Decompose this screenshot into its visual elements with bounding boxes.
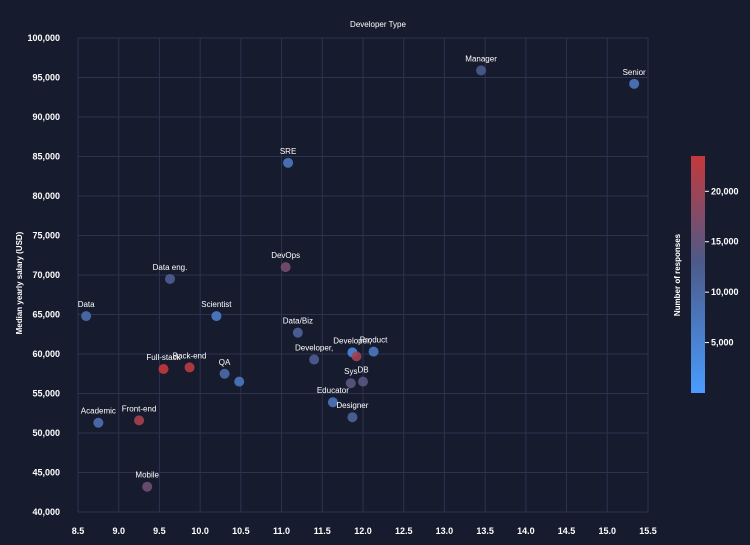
colorbar-tick-label: 15,000 bbox=[711, 237, 739, 247]
y-axis-label: Median yearly salary (USD) bbox=[15, 231, 24, 334]
y-tick-label: 100,000 bbox=[27, 33, 60, 43]
point-label: Product bbox=[360, 336, 388, 345]
x-tick-label: 13.5 bbox=[476, 526, 494, 536]
scatter-point bbox=[327, 397, 338, 408]
scatter-point bbox=[280, 262, 291, 273]
scatter-point bbox=[184, 362, 195, 373]
x-tick-label: 11.5 bbox=[314, 526, 331, 536]
x-tick-label: 8.5 bbox=[72, 526, 85, 536]
scatter-point bbox=[629, 78, 640, 89]
colorbar-gradient bbox=[691, 156, 705, 393]
scatter-point bbox=[134, 415, 145, 426]
x-tick-label: 9.5 bbox=[153, 526, 166, 536]
point-label: Educator bbox=[317, 386, 349, 395]
scatter-point bbox=[368, 346, 379, 357]
x-axis-ticks: 8.5 9.0 9.5 10.0 10.5 11.0 11.5 12.0 12.5 13.0 13.… bbox=[72, 526, 657, 536]
point-label: QA bbox=[219, 358, 231, 367]
point-label: Developer, bbox=[333, 336, 371, 345]
point-label: SRE bbox=[280, 147, 296, 156]
x-tick-label: 15.5 bbox=[639, 526, 657, 536]
x-tick-label: 14.0 bbox=[517, 526, 535, 536]
point-label: DB bbox=[357, 366, 368, 375]
x-tick-label: 12.0 bbox=[354, 526, 372, 536]
scatter-point bbox=[165, 273, 176, 284]
x-tick-label: 10.5 bbox=[232, 526, 250, 536]
point-label: Data eng. bbox=[153, 263, 188, 272]
scatter-point bbox=[309, 354, 320, 365]
scatter-point bbox=[211, 311, 222, 322]
x-tick-label: 10.0 bbox=[191, 526, 209, 536]
chart-title: Developer Type bbox=[350, 20, 406, 29]
scatter-point bbox=[219, 368, 230, 379]
y-tick-label: 60,000 bbox=[32, 349, 60, 359]
scatter-point bbox=[234, 376, 245, 387]
scatter-point bbox=[351, 351, 362, 362]
point-label: Back-end bbox=[173, 351, 207, 360]
grid bbox=[77, 37, 649, 513]
y-axis-ticks: 40,000 45,000 50,000 55,000 60,000 65,000 70,0… bbox=[27, 33, 60, 517]
point-label: Academic bbox=[81, 407, 116, 416]
colorbar-tick-label: 20,000 bbox=[711, 186, 739, 196]
scatter-point bbox=[158, 364, 169, 375]
y-tick-label: 75,000 bbox=[32, 231, 60, 241]
scatter-point bbox=[81, 311, 92, 322]
x-tick-label: 11.0 bbox=[273, 526, 290, 536]
point-labels: Data Academic Front-end Mobile Full-stackBac… bbox=[78, 54, 646, 479]
y-tick-label: 85,000 bbox=[32, 152, 60, 162]
point-label: Manager bbox=[465, 54, 497, 63]
y-tick-label: 45,000 bbox=[32, 468, 60, 478]
colorbar-tick-label: 5,000 bbox=[711, 338, 734, 348]
scatter-point bbox=[358, 376, 368, 387]
scatter-point bbox=[292, 327, 303, 338]
point-label: Designer bbox=[336, 401, 368, 410]
point-label: DevOps bbox=[271, 251, 300, 260]
y-tick-label: 95,000 bbox=[32, 73, 60, 83]
point-label: Full-stack bbox=[146, 353, 181, 362]
y-tick-label: 90,000 bbox=[32, 112, 60, 122]
colorbar-title: Number of responses bbox=[673, 233, 682, 316]
scatter-point bbox=[142, 481, 153, 492]
scatter-point bbox=[283, 157, 294, 168]
y-tick-label: 50,000 bbox=[32, 428, 60, 438]
x-tick-label: 12.5 bbox=[395, 526, 413, 536]
point-label: Data/Biz bbox=[283, 317, 313, 326]
point-label: Sys bbox=[344, 367, 357, 376]
y-tick-label: 70,000 bbox=[32, 270, 60, 280]
y-tick-label: 55,000 bbox=[32, 389, 60, 399]
point-label: Scientist bbox=[201, 300, 232, 309]
y-tick-label: 40,000 bbox=[32, 507, 60, 517]
colorbar: 5,000 10,000 15,000 20,000 Number of respon… bbox=[673, 156, 739, 393]
data-points bbox=[81, 65, 640, 492]
scatter-point bbox=[476, 65, 487, 76]
scatter-point bbox=[93, 417, 104, 428]
colorbar-ticks: 5,000 10,000 15,000 20,000 bbox=[705, 186, 739, 348]
point-label: Front-end bbox=[122, 404, 157, 413]
scatter-point bbox=[347, 412, 358, 423]
point-label: Mobile bbox=[135, 471, 159, 480]
x-tick-label: 15.0 bbox=[599, 526, 617, 536]
colorbar-tick-label: 10,000 bbox=[711, 287, 739, 297]
point-label: Senior bbox=[623, 68, 646, 77]
y-tick-label: 80,000 bbox=[32, 191, 60, 201]
point-label: Data bbox=[78, 300, 95, 309]
scatter-point bbox=[345, 378, 356, 389]
y-tick-label: 65,000 bbox=[32, 310, 60, 320]
x-tick-label: 9.0 bbox=[112, 526, 125, 536]
x-tick-label: 14.5 bbox=[558, 526, 576, 536]
point-label: Developer, bbox=[295, 344, 333, 353]
x-tick-label: 13.0 bbox=[436, 526, 454, 536]
